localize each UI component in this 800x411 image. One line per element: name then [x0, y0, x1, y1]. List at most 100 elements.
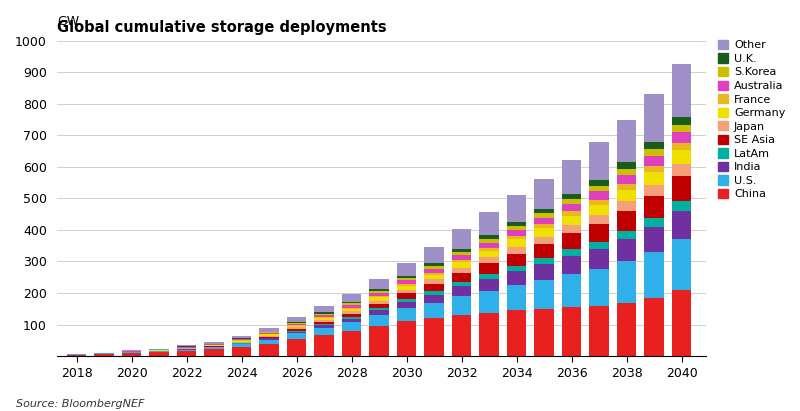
Bar: [150, 352, 169, 356]
Bar: [314, 335, 334, 356]
Bar: [370, 315, 389, 326]
Bar: [67, 355, 86, 356]
Bar: [287, 339, 306, 356]
Bar: [425, 275, 444, 279]
Bar: [370, 279, 389, 289]
Bar: [645, 149, 664, 156]
Bar: [397, 299, 416, 302]
Bar: [314, 320, 334, 322]
Bar: [534, 237, 554, 244]
Bar: [314, 318, 334, 320]
Bar: [617, 162, 636, 169]
Bar: [534, 244, 554, 258]
Bar: [397, 280, 416, 284]
Bar: [562, 216, 581, 225]
Bar: [479, 212, 498, 236]
Bar: [259, 333, 278, 334]
Bar: [342, 305, 361, 307]
Bar: [645, 252, 664, 298]
Bar: [507, 240, 526, 247]
Bar: [232, 347, 251, 356]
Bar: [452, 286, 471, 296]
Bar: [507, 236, 526, 240]
Bar: [397, 278, 416, 280]
Bar: [672, 150, 691, 164]
Bar: [259, 337, 278, 338]
Bar: [232, 341, 251, 342]
Bar: [590, 306, 609, 356]
Bar: [397, 284, 416, 286]
Bar: [122, 352, 141, 353]
Bar: [645, 196, 664, 218]
Bar: [314, 315, 334, 317]
Bar: [259, 336, 278, 337]
Bar: [479, 251, 498, 257]
Bar: [205, 347, 224, 349]
Bar: [259, 328, 278, 332]
Text: Source: BloombergNEF: Source: BloombergNEF: [16, 399, 144, 409]
Bar: [534, 229, 554, 237]
Bar: [287, 333, 306, 339]
Bar: [259, 332, 278, 333]
Bar: [342, 331, 361, 356]
Bar: [645, 298, 664, 356]
Bar: [452, 260, 471, 263]
Bar: [397, 302, 416, 308]
Bar: [562, 204, 581, 211]
Bar: [150, 349, 169, 350]
Bar: [645, 185, 664, 196]
Bar: [645, 227, 664, 252]
Bar: [425, 318, 444, 356]
Bar: [507, 285, 526, 310]
Bar: [562, 307, 581, 356]
Bar: [287, 325, 306, 326]
Bar: [507, 230, 526, 236]
Bar: [672, 64, 691, 117]
Bar: [342, 319, 361, 322]
Bar: [479, 279, 498, 291]
Bar: [479, 291, 498, 313]
Bar: [617, 120, 636, 162]
Bar: [590, 224, 609, 242]
Bar: [397, 293, 416, 299]
Bar: [534, 309, 554, 356]
Bar: [534, 209, 554, 213]
Bar: [562, 194, 581, 199]
Bar: [287, 317, 306, 322]
Bar: [452, 252, 471, 255]
Bar: [617, 175, 636, 184]
Bar: [479, 236, 498, 239]
Bar: [342, 302, 361, 303]
Bar: [479, 239, 498, 242]
Bar: [507, 310, 526, 356]
Bar: [425, 273, 444, 275]
Bar: [177, 349, 196, 351]
Bar: [425, 302, 444, 318]
Bar: [94, 354, 114, 356]
Text: GW: GW: [58, 15, 79, 28]
Bar: [534, 213, 554, 218]
Bar: [314, 312, 334, 314]
Bar: [287, 326, 306, 328]
Bar: [452, 263, 471, 268]
Bar: [370, 326, 389, 356]
Bar: [452, 249, 471, 252]
Bar: [617, 302, 636, 356]
Bar: [370, 304, 389, 308]
Bar: [479, 313, 498, 356]
Bar: [287, 332, 306, 333]
Bar: [259, 340, 278, 344]
Legend: Other, U.K., S.Korea, Australia, France, Germany, Japan, SE Asia, LatAm, India, : Other, U.K., S.Korea, Australia, France,…: [718, 40, 786, 199]
Bar: [507, 226, 526, 230]
Bar: [590, 205, 609, 215]
Bar: [562, 225, 581, 233]
Bar: [259, 344, 278, 356]
Bar: [314, 328, 334, 335]
Bar: [672, 211, 691, 240]
Bar: [645, 218, 664, 227]
Bar: [562, 211, 581, 216]
Bar: [617, 169, 636, 175]
Bar: [672, 240, 691, 290]
Bar: [342, 322, 361, 331]
Bar: [645, 94, 664, 142]
